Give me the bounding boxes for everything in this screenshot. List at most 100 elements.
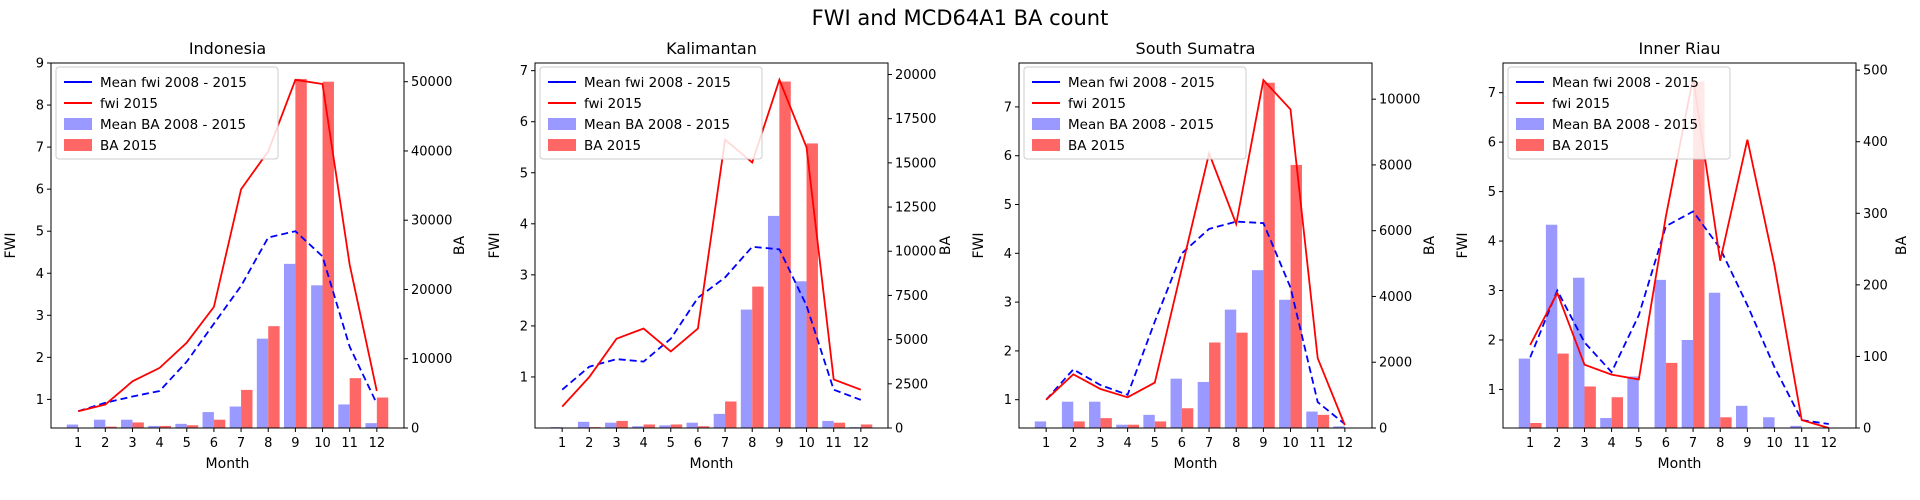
plot-frame [1018,62,1373,429]
y-tick-label: 4 [36,267,44,282]
x-tick-label: 7 [1689,436,1697,451]
y-tick-label: 8 [36,99,44,114]
legend-label: Mean fwi 2008 - 2015 [1068,75,1215,91]
ba-2015-bar-8 [268,326,280,428]
x-tick-label: 7 [721,436,729,451]
y2-tick-label: 50000 [411,75,452,90]
x-tick-label: 3 [612,436,620,451]
legend-label: fwi 2015 [584,96,642,112]
ba-2015-bar-10 [806,143,818,429]
chart-title: Kalimantan [666,39,757,58]
mean-ba-bar-5 [1627,376,1639,428]
legend-mean-ba-swatch [548,118,576,130]
mean-ba-bar-8 [740,309,753,428]
ba-2015-bar-11 [1317,414,1330,428]
y2-tick-label: 40000 [411,144,452,159]
x-tick-label: 1 [558,436,566,451]
x-tick-label: 6 [1662,436,1670,451]
mean-ba-bar-12 [1333,426,1345,428]
mean-ba-bar-12 [365,423,377,428]
x-tick-label: 2 [101,436,109,451]
legend-label: BA 2015 [100,138,157,154]
ba-2015-bar-3 [1584,386,1596,428]
plot-frame [534,62,889,429]
y2-tick-label: 20000 [895,68,936,83]
x-tick-label: 11 [1309,436,1326,451]
x-tick-label: 7 [1205,436,1213,451]
x-tick-label: 12 [853,436,870,451]
ba-2015-bar-2 [105,426,117,428]
figure-title: FWI and MCD64A1 BA count [811,6,1109,30]
ba-2015-bar-7 [725,401,737,428]
mean-ba-bar-1 [1518,358,1531,428]
y-tick-label: 2 [1488,333,1496,348]
mean-ba-bar-2 [577,421,590,428]
x-tick-label: 9 [1743,436,1751,451]
y2-tick-label: 20000 [411,283,452,298]
ba-2015-bar-3 [132,422,144,428]
legend-ba-2015-swatch [548,139,576,151]
legend-label: Mean fwi 2008 - 2015 [100,75,247,91]
chart-title: Inner Riau [1638,39,1720,58]
y-tick-label: 7 [36,141,44,156]
mean-ba-bar-6 [1654,279,1666,428]
y2-tick-label: 400 [1863,135,1888,150]
mean-ba-bar-11 [1306,411,1318,428]
ba-2015-bar-4 [1611,397,1624,428]
ba-2015-bar-2 [1557,353,1569,428]
mean-ba-bar-7 [229,406,242,428]
legend-box [55,66,279,160]
y-tick-label: 1 [520,370,528,385]
mean-ba-bar-4 [1600,417,1612,428]
ba-2015-bar-5 [670,424,683,428]
y-tick-label: 5 [1488,185,1496,200]
legend-label: fwi 2015 [1552,96,1610,112]
y2-axis-label: BA [452,235,468,255]
mean-ba-bar-9 [1735,405,1748,428]
mean-ba-bar-10 [1763,417,1775,428]
ba-2015-bar-9 [779,81,791,428]
legend-label: Mean BA 2008 - 2015 [1068,117,1214,133]
y-tick-label: 5 [520,166,528,181]
x-tick-label: 6 [1178,436,1186,451]
mean-ba-bar-3 [1573,277,1585,428]
mean-ba-bar-2 [93,419,106,428]
mean-ba-bar-7 [713,413,726,428]
chart-panel-1: 1 2 3 4 5 6 7 8 9 10 11 121234567890100002000030000… [3,39,468,472]
x-axis-label: Month [206,456,250,472]
chart-panel-2: 1 2 3 4 5 6 7 8 9 10 11 121234567025005000750010000… [487,39,954,472]
ba-2015-bar-11 [833,422,846,428]
x-tick-label: 11 [1793,436,1810,451]
y2-tick-label: 0 [1863,422,1871,437]
mean-ba-bar-10 [1279,299,1291,428]
x-tick-label: 10 [314,436,331,451]
y2-tick-label: 0 [895,422,903,437]
y-tick-label: 2 [1004,344,1012,359]
mean-ba-bar-7 [1681,339,1694,428]
mean-ba-bar-11 [822,420,834,428]
y-axis-label: FWI [1455,232,1471,258]
x-tick-label: 12 [1821,436,1838,451]
y2-tick-label: 10000 [411,352,452,367]
ba-2015-bar-5 [1154,421,1167,428]
ba-2015-bar-8 [1236,332,1248,428]
ba-2015-bar-10 [1290,164,1302,428]
plot-frame [1502,62,1857,429]
legend-ba-2015-swatch [64,139,92,151]
legend-label: fwi 2015 [100,96,158,112]
x-tick-label: 4 [1607,436,1615,451]
x-axis-label: Month [1174,456,1218,472]
mean-ba-bar-2 [1061,401,1074,428]
y2-tick-label: 10000 [1379,93,1420,108]
legend-label: Mean fwi 2008 - 2015 [584,75,731,91]
ba-2015-bar-10 [322,81,334,428]
y-tick-label: 1 [1488,383,1496,398]
ba-2015-bar-12 [860,424,873,428]
ba-2015-bar-4 [159,425,172,428]
mean-ba-bar-9 [283,263,296,428]
y2-tick-label: 200 [1863,278,1888,293]
ba-2015-bar-6 [697,426,710,428]
legend-label: fwi 2015 [1068,96,1126,112]
y-tick-label: 5 [36,225,44,240]
